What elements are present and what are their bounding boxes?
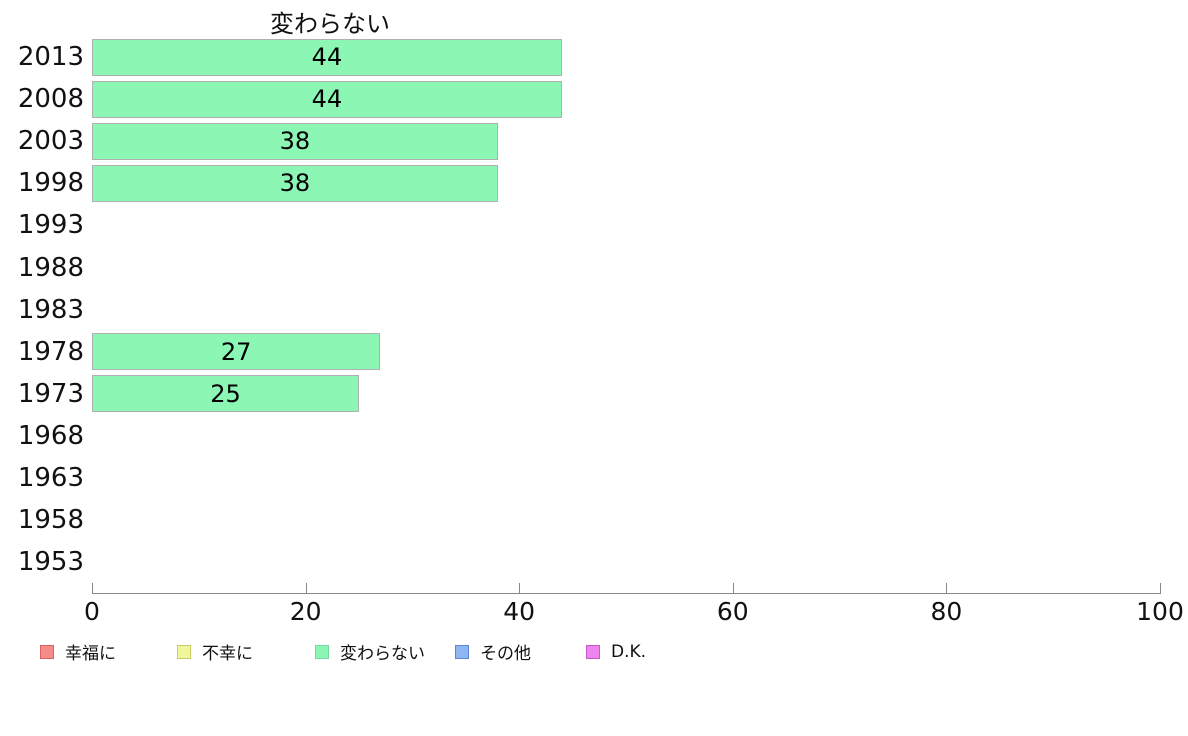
x-axis-tick-label: 80 — [930, 597, 963, 626]
chart-row: 1968 — [0, 415, 1188, 457]
legend-swatch — [586, 644, 600, 659]
year-label: 1968 — [17, 420, 84, 451]
legend-item-label: その他 — [480, 644, 531, 664]
legend-item: D.K. — [586, 641, 646, 662]
x-axis-tick-label: 0 — [84, 597, 100, 626]
legend-item: その他 — [455, 641, 531, 664]
year-label: 1973 — [17, 378, 84, 409]
legend-item: 不幸に — [177, 641, 253, 664]
bar-value-label: 25 — [210, 379, 241, 408]
chart-row: 1953 — [0, 541, 1188, 583]
chart-title: 変わらない — [270, 10, 390, 38]
bar-value-label: 27 — [220, 337, 252, 366]
chart-row: 1993 — [0, 204, 1188, 246]
x-axis-tick — [1160, 583, 1161, 593]
chart-row: 2008 44 — [0, 78, 1188, 120]
x-axis-tick — [92, 583, 93, 593]
bar: 38 — [92, 164, 498, 202]
bar: 44 — [92, 80, 562, 118]
year-label: 1983 — [17, 294, 84, 325]
x-axis-tick-label: 100 — [1136, 597, 1184, 626]
legend-item-label: 変わらない — [340, 644, 425, 664]
year-label: 1978 — [17, 336, 84, 367]
year-label: 1963 — [17, 462, 84, 493]
year-label: 1988 — [17, 252, 84, 283]
legend-item: 変わらない — [315, 641, 425, 664]
chart-row: 1983 — [0, 289, 1188, 331]
year-label: 1993 — [17, 210, 84, 241]
year-label: 2003 — [17, 126, 84, 157]
x-axis-tick-label: 40 — [503, 597, 536, 626]
x-axis-tick-label: 60 — [716, 597, 749, 626]
bar-value-label: 44 — [311, 43, 343, 72]
chart-row: 2013 44 — [0, 36, 1188, 78]
plot-area: 2013 44 2008 44 2003 38 1998 38 1993 1988 1983 1978… — [0, 36, 1188, 583]
chart-row: 1973 25 — [0, 373, 1188, 415]
chart-row: 1963 — [0, 457, 1188, 499]
x-axis-tick — [946, 583, 948, 593]
year-label: 1958 — [17, 505, 84, 536]
legend-swatch — [177, 644, 191, 659]
x-axis-tick-label: 20 — [289, 597, 322, 626]
bar-value-label: 38 — [279, 169, 311, 198]
bar: 38 — [92, 122, 498, 160]
bar-value-label: 44 — [311, 85, 343, 114]
year-label: 2008 — [17, 84, 84, 115]
x-axis-line — [92, 593, 1161, 594]
chart-row: 1988 — [0, 246, 1188, 288]
chart-row: 1998 38 — [0, 162, 1188, 204]
year-label: 2013 — [17, 42, 84, 73]
chart-row: 1978 27 — [0, 331, 1188, 373]
x-axis-tick — [732, 583, 734, 593]
legend-item: 幸福に — [40, 641, 116, 664]
legend-item-label: 不幸に — [202, 644, 253, 664]
year-label: 1953 — [17, 547, 84, 578]
bar: 44 — [92, 38, 562, 76]
legend-swatch — [455, 644, 469, 659]
legend-swatch — [315, 644, 329, 659]
legend-item-label: D.K. — [611, 641, 647, 662]
bar-value-label: 38 — [279, 127, 311, 156]
bar: 25 — [92, 375, 359, 413]
x-axis-tick — [519, 583, 521, 593]
legend-item-label: 幸福に — [65, 644, 116, 664]
chart-row: 2003 38 — [0, 120, 1188, 162]
legend-swatch — [40, 644, 54, 659]
year-label: 1998 — [17, 168, 84, 199]
chart-row: 1958 — [0, 499, 1188, 541]
x-axis-tick — [305, 583, 307, 593]
bar: 27 — [92, 333, 381, 371]
